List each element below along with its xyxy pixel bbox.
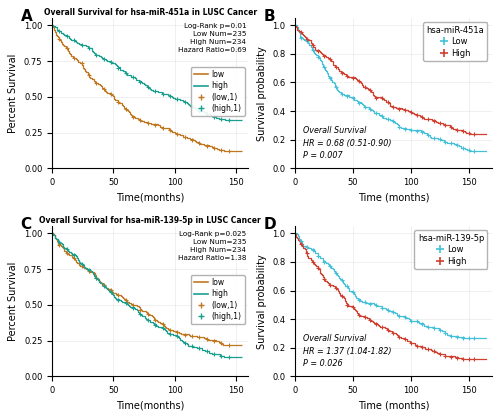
- Y-axis label: Survival probability: Survival probability: [257, 254, 267, 349]
- Text: B: B: [264, 9, 276, 24]
- X-axis label: Time(months): Time(months): [116, 401, 184, 411]
- Text: Overall Survival
HR = 1.37 (1.04-1.82)
P = 0.026: Overall Survival HR = 1.37 (1.04-1.82) P…: [303, 334, 392, 368]
- Y-axis label: Percent Survival: Percent Survival: [8, 261, 18, 341]
- X-axis label: Time(months): Time(months): [116, 193, 184, 202]
- Text: Overall Survival
HR = 0.68 (0.51-0.90)
P = 0.007: Overall Survival HR = 0.68 (0.51-0.90) P…: [303, 126, 392, 160]
- X-axis label: Time (months): Time (months): [358, 193, 429, 202]
- Text: Log-Rank p=0.025
Low Num=235
High Num=234
Hazard Ratio=1.38: Log-Rank p=0.025 Low Num=235 High Num=23…: [178, 231, 246, 261]
- Legend: Low, High: Low, High: [423, 22, 488, 61]
- Text: Log-Rank p=0.01
Low Num=235
High Num=234
Hazard Ratio=0.69: Log-Rank p=0.01 Low Num=235 High Num=234…: [178, 23, 246, 53]
- Text: A: A: [20, 9, 32, 24]
- Y-axis label: Survival probability: Survival probability: [257, 46, 267, 140]
- Legend: low, high, (low,1), (high,1): low, high, (low,1), (high,1): [191, 67, 244, 116]
- Legend: Low, High: Low, High: [414, 230, 488, 269]
- Text: C: C: [20, 217, 32, 232]
- X-axis label: Time (months): Time (months): [358, 401, 429, 411]
- Title: Overall Survival for hsa-miR-139-5p in LUSC Cancer: Overall Survival for hsa-miR-139-5p in L…: [40, 217, 261, 225]
- Text: D: D: [264, 217, 276, 232]
- Y-axis label: Percent Survival: Percent Survival: [8, 54, 18, 133]
- Title: Overall Survival for hsa-miR-451a in LUSC Cancer: Overall Survival for hsa-miR-451a in LUS…: [44, 8, 257, 17]
- Legend: low, high, (low,1), (high,1): low, high, (low,1), (high,1): [191, 275, 244, 324]
